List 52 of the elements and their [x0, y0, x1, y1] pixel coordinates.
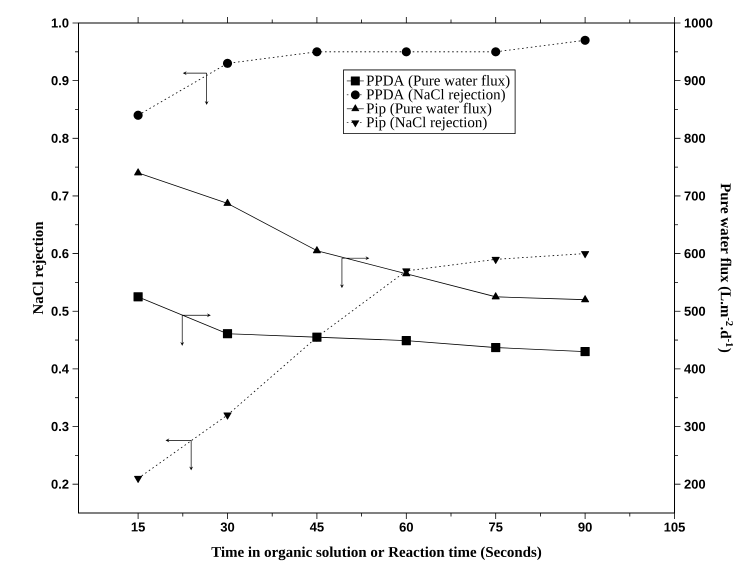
y-tick-label: 0.6	[52, 249, 69, 258]
y2-tick-label: 600	[684, 248, 706, 258]
y-tick-label: 0.9	[52, 76, 69, 86]
legend-label: Pip (NaCl rejection)	[366, 116, 487, 130]
point	[223, 412, 232, 420]
point	[491, 342, 500, 352]
point	[402, 336, 411, 346]
point	[134, 168, 142, 176]
y2-tick-label: 500	[684, 306, 706, 316]
y2-tick-label: 200	[684, 480, 706, 489]
y2-tick-label: 400	[684, 364, 706, 374]
y-tick-label: 0.5	[52, 306, 69, 316]
point	[134, 292, 143, 302]
point	[581, 251, 590, 258]
x-tick-label: 60	[400, 522, 413, 532]
point	[312, 246, 321, 254]
x-tick-label: 75	[489, 522, 503, 532]
point	[491, 47, 500, 56]
y2-tick-label: 300	[684, 422, 706, 432]
x-tick-label: 45	[310, 522, 324, 532]
x-axis-title: Time in organic solution or Reaction time (Seconds)	[211, 546, 542, 560]
y2-tick-label: 800	[684, 134, 706, 143]
point	[223, 198, 232, 206]
point	[402, 47, 411, 56]
legend-label: PPDA (Pure water flux)	[366, 74, 510, 89]
y-tick-label: 1.0	[52, 18, 68, 28]
legend-label: Pip (Pure water flux)	[366, 102, 492, 116]
y-tick-label: 0.8	[52, 134, 69, 143]
point	[580, 347, 590, 356]
y2-axis-title: Pure water flux (L.m$^{-2}$.d$^{-1}$)	[718, 183, 733, 352]
legend-label: PPDA (NaCl rejection)	[366, 88, 505, 102]
point	[581, 295, 590, 302]
point	[134, 110, 143, 120]
y-tick-label: 0.4	[52, 364, 69, 374]
y-axis-title: NaCl rejection	[32, 222, 46, 314]
point	[222, 58, 232, 68]
y2-tick-label: 1000	[684, 18, 712, 28]
y2-tick-label: 900	[684, 76, 706, 86]
point	[580, 36, 590, 45]
x-tick-label: 90	[578, 522, 592, 532]
y2-tick-label: 700	[684, 191, 706, 201]
point	[222, 329, 232, 338]
y-tick-label: 0.7	[52, 191, 68, 201]
x-tick-label: 30	[220, 522, 234, 532]
point	[492, 292, 500, 300]
point	[134, 476, 142, 483]
x-tick-label: 105	[664, 522, 685, 532]
point	[312, 47, 322, 56]
y-tick-label: 0.3	[52, 422, 69, 432]
x-tick-label: 15	[132, 522, 145, 532]
point	[492, 256, 500, 264]
y-tick-label: 0.2	[52, 480, 68, 489]
